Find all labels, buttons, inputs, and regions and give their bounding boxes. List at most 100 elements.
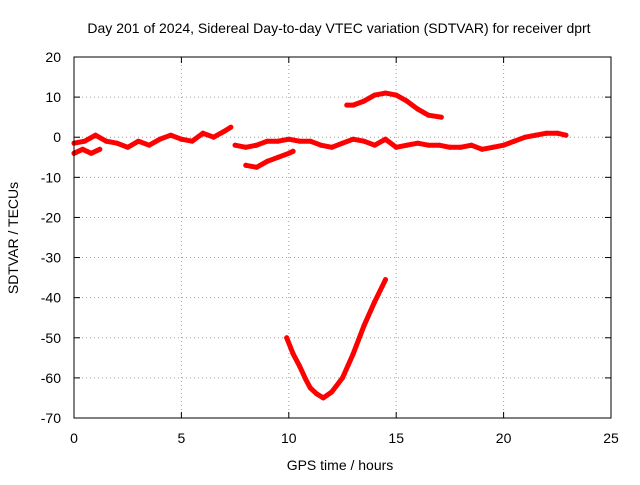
data-point: [297, 138, 302, 144]
data-point: [415, 106, 421, 112]
data-point: [563, 132, 569, 138]
y-tick-label: -30: [41, 250, 61, 266]
series-line-arc-1: [71, 124, 234, 150]
data-point: [178, 136, 184, 142]
data-point: [372, 299, 378, 305]
y-tick-label: -10: [41, 169, 61, 185]
data-point: [393, 92, 399, 98]
x-axis-label: GPS time / hours: [287, 457, 394, 473]
data-point: [372, 92, 378, 98]
data-point: [438, 114, 444, 120]
data-point: [286, 150, 292, 156]
data-point: [221, 128, 227, 134]
data-point: [340, 375, 345, 381]
data-point: [318, 142, 324, 148]
data-point: [554, 130, 560, 136]
x-tick-label: 25: [603, 430, 619, 446]
data-point: [97, 146, 103, 152]
chart-title: Day 201 of 2024, Sidereal Day-to-day VTE…: [87, 20, 590, 36]
data-point: [404, 142, 410, 148]
data-point: [275, 154, 281, 160]
data-point: [80, 146, 86, 152]
data-point: [479, 146, 485, 152]
data-point: [275, 138, 281, 144]
data-point: [350, 351, 356, 357]
data-point: [232, 142, 238, 148]
data-point: [329, 144, 335, 150]
data-point: [533, 132, 539, 138]
data-point: [114, 140, 120, 146]
data-point: [307, 138, 313, 144]
data-point: [468, 142, 474, 148]
x-tick-label: 15: [388, 430, 404, 446]
data-point: [243, 144, 249, 150]
data-point: [522, 134, 528, 140]
x-tick-label: 5: [178, 430, 186, 446]
data-point: [314, 391, 320, 397]
data-point: [88, 150, 94, 156]
plot-frame: [73, 56, 612, 419]
x-tick-label: 20: [496, 430, 512, 446]
series-line-arc-5: [344, 90, 444, 120]
data-point: [383, 90, 388, 96]
data-point: [501, 142, 507, 148]
data-point: [350, 102, 356, 108]
y-tick-label: 10: [45, 89, 61, 105]
data-point: [393, 144, 399, 150]
y-tick-label: -40: [41, 290, 61, 306]
data-series: [71, 90, 569, 401]
data-point: [290, 148, 296, 154]
data-point: [297, 363, 302, 369]
data-point: [425, 142, 431, 148]
data-point: [458, 144, 464, 150]
data-point: [361, 98, 367, 104]
data-point: [340, 140, 345, 146]
data-point: [264, 138, 270, 144]
data-point: [447, 144, 453, 150]
data-point: [243, 162, 249, 168]
data-point: [200, 130, 206, 136]
axis-tick-labels: 0 5 10 15 20 25 -70 -60 -50 -40 -30 -20 -10 0 10 20: [41, 49, 619, 446]
data-point: [264, 158, 270, 164]
data-point: [404, 98, 410, 104]
data-point: [383, 136, 388, 142]
axis-ticks: [73, 56, 612, 419]
y-tick-label: -20: [41, 209, 61, 225]
data-point: [135, 138, 141, 144]
series-line-arc-2: [71, 146, 103, 156]
data-point: [350, 136, 356, 142]
data-point: [146, 142, 152, 148]
y-tick-label: -70: [41, 410, 61, 426]
data-point: [82, 138, 88, 144]
x-tick-label: 0: [70, 430, 78, 446]
data-point: [284, 335, 290, 341]
data-point: [436, 142, 442, 148]
data-point: [93, 132, 98, 138]
data-point: [490, 144, 496, 150]
data-point: [425, 112, 431, 118]
data-point: [344, 102, 350, 108]
data-point: [511, 138, 517, 144]
data-point: [383, 277, 388, 283]
data-point: [211, 134, 217, 140]
data-point: [544, 130, 550, 136]
data-point: [189, 138, 195, 144]
data-point: [303, 377, 309, 383]
data-point: [290, 351, 296, 357]
data-point: [415, 140, 421, 146]
data-point: [361, 323, 367, 329]
data-point: [372, 142, 378, 148]
data-point: [157, 136, 163, 142]
data-point: [103, 138, 109, 144]
data-point: [329, 389, 335, 395]
data-point: [286, 136, 292, 142]
y-tick-label: 0: [53, 129, 61, 145]
y-tick-label: 20: [45, 49, 61, 65]
y-tick-label: -50: [41, 330, 61, 346]
data-point: [228, 124, 234, 130]
data-point: [125, 144, 131, 150]
data-point: [168, 132, 174, 138]
